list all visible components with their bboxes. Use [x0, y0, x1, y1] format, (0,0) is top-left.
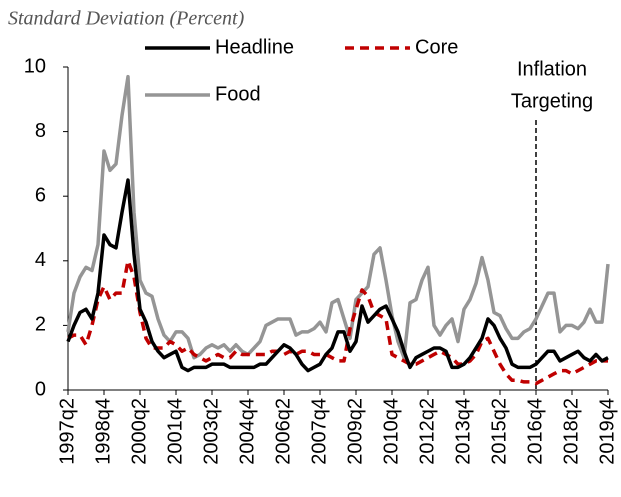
- x-tick-label: 2010q4: [380, 398, 402, 465]
- y-tick-label: 10: [24, 55, 46, 77]
- y-tick-label: 2: [35, 314, 46, 336]
- x-tick-label: 2004q4: [236, 398, 258, 465]
- legend-label: Headline: [215, 36, 294, 58]
- legend-label: Core: [415, 36, 458, 58]
- x-tick-label: 2018q2: [560, 398, 582, 465]
- y-tick-label: 4: [35, 249, 46, 271]
- chart-subtitle: Standard Deviation (Percent): [8, 8, 245, 30]
- x-tick-label: 2001q4: [164, 398, 186, 465]
- x-tick-label: 2007q4: [308, 398, 330, 465]
- x-tick-label: 2012q2: [416, 398, 438, 465]
- x-tick-label: 1997q2: [56, 398, 78, 465]
- y-tick-label: 8: [35, 120, 46, 142]
- series-line: [66, 74, 610, 360]
- x-tick-label: 2006q2: [272, 398, 294, 465]
- annotation-text: Targeting: [511, 90, 593, 112]
- series-line: [67, 259, 608, 386]
- x-tick-label: 2003q2: [200, 398, 222, 465]
- x-tick-label: 2009q2: [344, 398, 366, 465]
- x-tick-label: 2016q4: [524, 398, 546, 465]
- x-tick-label: 2013q4: [452, 398, 474, 465]
- x-tick-label: 2015q2: [488, 398, 510, 465]
- x-tick-label: 2019q4: [596, 398, 618, 465]
- x-tick-label: 2000q2: [128, 398, 150, 465]
- x-tick-label: 1998q4: [92, 398, 114, 465]
- y-tick-label: 0: [35, 378, 46, 400]
- annotation-text: Inflation: [517, 58, 587, 80]
- series-line: [66, 178, 609, 373]
- legend-label: Food: [215, 83, 261, 105]
- y-tick-label: 6: [35, 184, 46, 206]
